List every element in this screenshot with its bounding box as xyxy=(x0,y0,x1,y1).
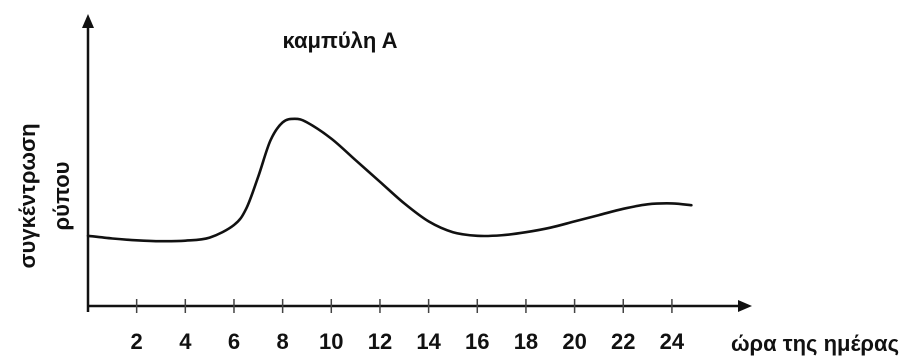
x-tick-label-6: 6 xyxy=(228,329,240,354)
x-tick-label-18: 18 xyxy=(514,329,538,354)
x-tick-label-14: 14 xyxy=(416,329,441,354)
x-axis-arrow xyxy=(738,300,752,312)
axes-layer: 2 4 6 8 10 12 14 16 18 20 22 24 xyxy=(82,14,752,354)
x-tick-label-8: 8 xyxy=(277,329,289,354)
y-axis-label-line2: ρύπου xyxy=(49,162,74,231)
y-axis-arrow xyxy=(82,14,94,28)
x-tick-label-22: 22 xyxy=(611,329,635,354)
x-axis-label: ώρα της ημέρας xyxy=(731,331,899,356)
series-layer xyxy=(86,117,693,243)
x-tick-label-20: 20 xyxy=(562,329,586,354)
series-line-0 xyxy=(86,117,693,243)
x-tick-label-4: 4 xyxy=(179,329,192,354)
chart-title: καμπύλη Α xyxy=(282,28,397,53)
y-axis-label-group: συγκέντρωση ρύπου xyxy=(15,123,74,268)
x-tick-label-12: 12 xyxy=(368,329,392,354)
x-tick-label-2: 2 xyxy=(131,329,143,354)
x-tick-label-24: 24 xyxy=(660,329,685,354)
y-axis-label-line1: συγκέντρωση xyxy=(15,123,40,268)
x-tick-label-10: 10 xyxy=(319,329,343,354)
x-tick-label-16: 16 xyxy=(465,329,489,354)
